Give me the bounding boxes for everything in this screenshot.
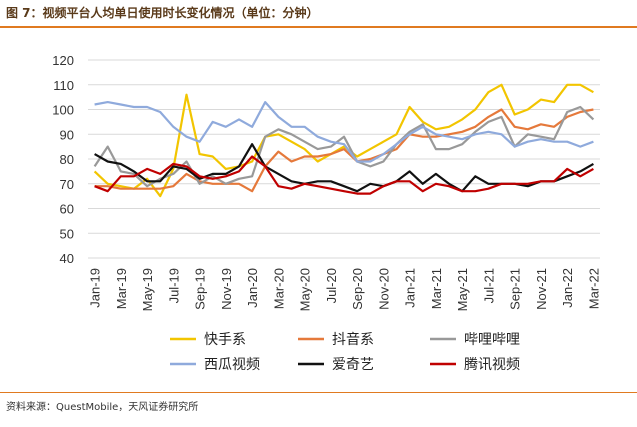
y-tick-label: 90 <box>60 127 74 142</box>
x-tick-label: Sep-21 <box>508 268 523 310</box>
legend-label: 抖音系 <box>332 331 374 348</box>
x-tick-label: Nov-20 <box>376 268 391 310</box>
line-chart: 40 50 60 70 80 90 100 110 120 Jan-19 Mar-19 May-19… <box>52 53 602 373</box>
y-tick-label: 40 <box>60 251 74 266</box>
x-tick-label: Nov-21 <box>534 268 549 310</box>
y-tick-label: 120 <box>52 53 74 68</box>
legend-label: 爱奇艺 <box>332 356 374 373</box>
x-tick-label: Jul-19 <box>166 268 181 303</box>
series-layer <box>93 83 595 198</box>
series-line-6 <box>94 155 594 195</box>
source-note: 资料来源：QuestMobile，天风证券研究所 <box>6 402 199 413</box>
y-tick-label: 60 <box>60 202 74 217</box>
x-tick-label: Sep-19 <box>193 268 208 310</box>
x-axis: Jan-19 Mar-19 May-19 Jul-19 Sep-19 Nov-19 Jan-… <box>88 268 602 311</box>
y-axis: 40 50 60 70 80 90 100 110 120 <box>52 53 74 266</box>
top-rule <box>0 26 637 28</box>
x-tick-label: Jan-19 <box>88 268 103 308</box>
x-tick-label: May-21 <box>455 268 470 311</box>
bottom-rule <box>0 392 637 393</box>
x-tick-label: Jan-22 <box>560 268 575 308</box>
y-tick-label: 110 <box>53 78 74 93</box>
x-tick-label: Jan-21 <box>403 268 418 308</box>
grid-layer <box>88 59 600 259</box>
series-line-1 <box>93 83 594 198</box>
series-line-2 <box>94 108 594 193</box>
chart-title: 图 7：视频平台人均单日使用时长变化情况（单位：分钟） <box>6 6 319 20</box>
y-tick-label: 70 <box>60 177 74 192</box>
legend-label: 腾讯视频 <box>464 356 520 373</box>
x-tick-label: Mar-19 <box>114 268 129 309</box>
legend-label: 哔哩哔哩 <box>464 332 520 348</box>
x-tick-label: Mar-21 <box>429 268 444 309</box>
y-tick-label: 100 <box>52 103 74 118</box>
x-tick-label: May-19 <box>140 268 155 311</box>
legend-label: 西瓜视频 <box>204 357 260 373</box>
x-tick-label: Jan-20 <box>245 268 260 308</box>
y-tick-label: 80 <box>60 152 74 167</box>
x-tick-label: Jul-20 <box>324 268 339 303</box>
x-tick-label: Nov-19 <box>219 268 234 310</box>
series-line-4 <box>94 100 594 163</box>
legend-label: 快手系 <box>204 332 246 348</box>
x-tick-label: Jul-21 <box>481 268 496 303</box>
x-tick-label: Sep-20 <box>350 268 365 310</box>
y-tick-label: 50 <box>60 226 74 241</box>
x-tick-label: Mar-20 <box>271 268 286 309</box>
series-line-3 <box>93 105 595 188</box>
x-tick-label: Mar-22 <box>586 268 601 309</box>
x-tick-label: May-20 <box>298 268 313 311</box>
